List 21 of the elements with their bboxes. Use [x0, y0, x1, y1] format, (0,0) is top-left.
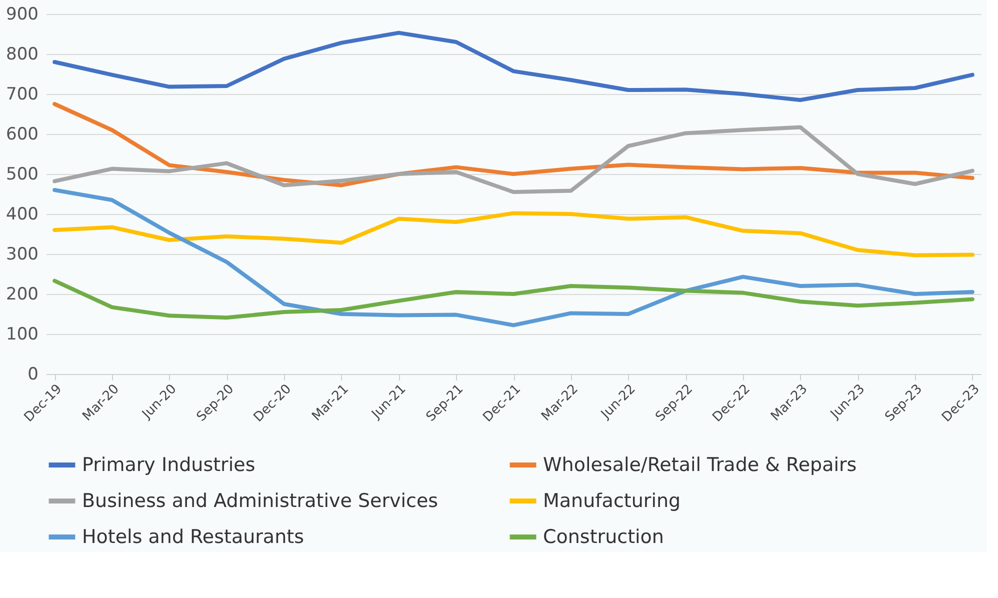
line-series — [52, 30, 974, 102]
legend-label: Hotels and Restaurants — [82, 526, 304, 548]
y-tick-label: 300 — [6, 244, 38, 264]
legend-label: Wholesale/Retail Trade & Repairs — [543, 454, 857, 476]
y-tick-label: 800 — [6, 44, 38, 64]
y-tick-label: 900 — [6, 4, 38, 24]
legend-label: Business and Administrative Services — [82, 490, 438, 512]
y-tick-label: 400 — [6, 204, 38, 224]
y-tick-label: 100 — [6, 324, 38, 344]
legend-label: Manufacturing — [543, 490, 681, 512]
y-tick-label: 700 — [6, 84, 38, 104]
y-tick-label: 0 — [28, 364, 38, 384]
legend-label: Construction — [543, 526, 664, 548]
line-series — [52, 278, 974, 320]
legend-label: Primary Industries — [82, 454, 256, 476]
y-tick-label: 600 — [6, 124, 38, 144]
line-series — [52, 188, 974, 328]
y-tick-label: 200 — [6, 284, 38, 304]
y-tick-label: 500 — [6, 164, 38, 184]
line-series — [52, 125, 974, 194]
line-series — [52, 211, 974, 258]
